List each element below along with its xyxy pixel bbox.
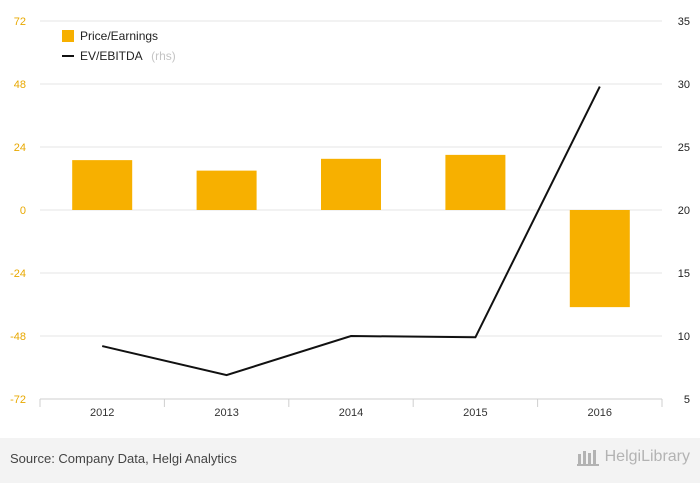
y-left-tick-label: 24 (14, 142, 26, 154)
y-left-tick-label: -72 (10, 394, 26, 406)
bar (72, 160, 133, 210)
y-left-tick-label: 72 (14, 16, 26, 28)
y-left-tick-label: 48 (14, 79, 26, 91)
library-icon (576, 450, 599, 466)
source-note: Source: Company Data, Helgi Analytics (10, 451, 237, 466)
x-tick-label: 2016 (588, 407, 612, 419)
y-right-tick-label: 15 (678, 268, 690, 280)
y-right-tick-label: 30 (678, 79, 690, 91)
legend-label-ev-ebitda: EV/EBITDA (rhs) (80, 47, 176, 64)
series-line-ev-ebitda (101, 86, 601, 377)
y-right-tick-label: 10 (678, 331, 690, 343)
bar (321, 158, 381, 210)
x-tick-label: 2015 (463, 407, 487, 419)
axes: 72 35 48 30 24 25 0 20 -24 15 -48 10 -72 5 2012 2013 201… (10, 16, 690, 419)
legend-swatch-price-earnings (62, 30, 74, 42)
y-left-tick-label: -24 (10, 268, 26, 280)
x-tick-label: 2012 (90, 407, 114, 419)
chart: 72 35 48 30 24 25 0 20 -24 15 -48 10 -72 5 2012 2013 201… (10, 16, 690, 419)
bar (569, 210, 630, 308)
y-left-tick-label: 0 (20, 205, 26, 217)
y-right-tick-label: 25 (678, 142, 690, 154)
bar (445, 154, 506, 210)
y-right-tick-label: 20 (678, 205, 690, 217)
bar-series (72, 154, 630, 308)
y-right-tick-label: 35 (678, 16, 690, 28)
bar (196, 170, 257, 210)
x-tick-label: 2014 (339, 407, 363, 419)
footer: Source: Company Data, Helgi Analytics He… (0, 438, 700, 483)
legend-label-price-earnings: Price/Earnings (80, 29, 158, 43)
helgi-library-logo: HelgiLibrary (576, 448, 690, 466)
logo-text: HelgiLibrary (604, 448, 690, 465)
y-left-tick-label: -48 (10, 331, 26, 343)
x-tick-label: 2013 (214, 407, 238, 419)
line-series (101, 86, 601, 377)
y-right-tick-label: 5 (684, 394, 690, 406)
legend: Price/Earnings EV/EBITDA (rhs) (62, 29, 176, 64)
